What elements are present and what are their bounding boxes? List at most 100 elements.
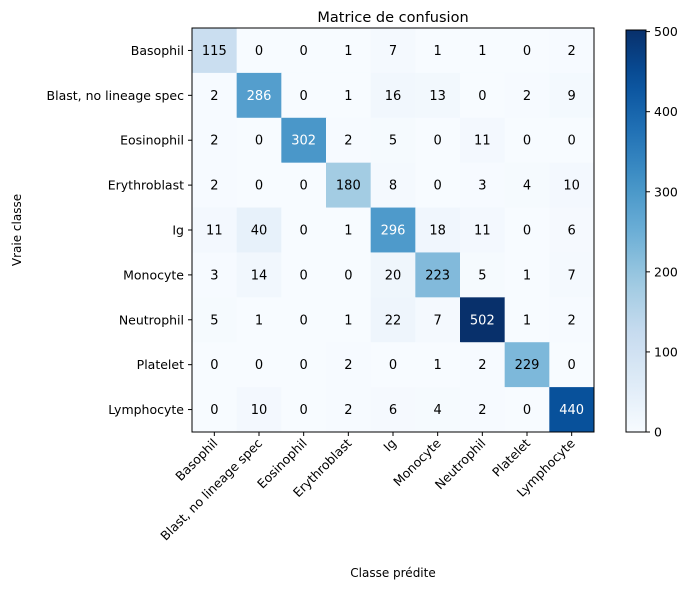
colorbar-tick-label: 100 — [654, 344, 678, 359]
heatmap-cell — [236, 207, 282, 253]
colorbar-tick-label: 300 — [654, 184, 678, 199]
cell-value-label: 0 — [523, 134, 531, 149]
cell-value-label: 6 — [389, 403, 397, 418]
cell-value-label: 5 — [389, 134, 397, 149]
x-tick-label: Platelet — [489, 435, 533, 479]
cell-value-label: 1 — [344, 44, 352, 59]
cell-value-label: 2 — [568, 313, 576, 328]
heatmap-cell — [415, 297, 461, 343]
heatmap-cell — [370, 28, 416, 74]
cell-value-label: 13 — [429, 89, 446, 104]
heatmap-cell — [504, 72, 550, 119]
cell-value-label: 6 — [568, 224, 576, 239]
heatmap-cell — [326, 252, 372, 298]
cell-value-label: 0 — [523, 403, 531, 418]
heatmap-cell — [549, 207, 595, 253]
y-tick-label: Monocyte — [123, 267, 184, 282]
cell-value-label: 286 — [247, 89, 272, 104]
heatmap-cell — [192, 117, 238, 164]
cell-value-label: 0 — [300, 403, 308, 418]
y-tick-label: Blast, no lineage spec — [47, 88, 185, 103]
colorbar — [625, 29, 647, 433]
cell-value-label: 2 — [344, 403, 352, 418]
cell-value-label: 9 — [568, 89, 576, 104]
heatmap-cell — [236, 297, 282, 343]
cell-value-label: 1 — [344, 89, 352, 104]
heatmap-cell — [281, 162, 327, 209]
cell-value-label: 1 — [255, 313, 263, 328]
heatmap-cell — [326, 72, 372, 119]
cell-value-label: 2 — [478, 358, 486, 373]
heatmap-cell — [326, 387, 372, 433]
cell-value-label: 0 — [434, 134, 442, 149]
heatmap-cell — [504, 162, 550, 209]
heatmap-cell — [549, 162, 595, 209]
heatmap-cell — [236, 342, 282, 388]
cell-value-label: 0 — [300, 44, 308, 59]
heatmap-cell — [504, 297, 550, 343]
heatmap-cell — [326, 207, 372, 253]
heatmap-cell — [549, 252, 595, 298]
heatmap-cell — [549, 117, 595, 164]
heatmap-cell — [460, 72, 506, 119]
heatmap-cell — [504, 342, 550, 388]
cell-value-labels: 115 0 0 1 7 1 1 0 22 286 0 1 16 13 0 2 92 0 302 2 5 0 11 0 02 0 0 1… — [202, 44, 584, 418]
colorbar-ticks: 0 100 200 300 400 500 — [646, 24, 678, 440]
cell-value-label: 0 — [434, 179, 442, 194]
cell-value-label: 0 — [210, 403, 218, 418]
y-tick-label: Ig — [172, 223, 184, 238]
cell-value-label: 1 — [523, 313, 531, 328]
cell-value-label: 0 — [300, 313, 308, 328]
heatmap-cell — [192, 207, 238, 253]
cell-value-label: 1 — [344, 313, 352, 328]
heatmap-cell — [192, 28, 238, 74]
heatmap-cell — [460, 207, 506, 253]
cell-value-label: 0 — [568, 358, 576, 373]
heatmap-cell — [192, 342, 238, 388]
heatmap-cell — [504, 28, 550, 74]
cell-value-label: 180 — [336, 179, 361, 194]
heatmap-cell — [281, 207, 327, 253]
cell-value-label: 1 — [344, 224, 352, 239]
cell-value-label: 2 — [210, 179, 218, 194]
heatmap-cell — [326, 297, 372, 343]
heatmap-cell — [549, 297, 595, 343]
cell-value-label: 14 — [251, 268, 268, 283]
heatmap-cell — [504, 252, 550, 298]
cell-value-label: 0 — [300, 268, 308, 283]
cell-value-label: 40 — [251, 224, 268, 239]
heatmap-cell — [236, 72, 282, 119]
y-tick-label: Lymphocyte — [108, 402, 184, 417]
cell-value-label: 296 — [381, 224, 406, 239]
heatmap-cell — [236, 28, 282, 74]
cell-value-label: 3 — [210, 268, 218, 283]
heatmap-cell — [236, 117, 282, 164]
heatmap-cell — [236, 162, 282, 209]
heatmap-cell — [370, 252, 416, 298]
cell-value-label: 4 — [434, 403, 442, 418]
heatmap-cell — [460, 28, 506, 74]
heatmap-cell — [281, 252, 327, 298]
cell-value-label: 2 — [210, 89, 218, 104]
colorbar-tick-label: 200 — [654, 264, 678, 279]
heatmap-cell — [281, 117, 327, 164]
heatmap-cell — [415, 342, 461, 388]
heatmap-cell — [192, 297, 238, 343]
heatmap-cell — [192, 162, 238, 209]
cell-value-label: 16 — [385, 89, 402, 104]
heatmap-cell — [236, 252, 282, 298]
cell-value-label: 5 — [210, 313, 218, 328]
heatmap-cell — [504, 207, 550, 253]
heatmap-cell — [504, 387, 550, 433]
cell-value-label: 10 — [563, 179, 580, 194]
cell-value-label: 11 — [474, 224, 491, 239]
cell-value-label: 223 — [425, 268, 450, 283]
cell-value-label: 20 — [385, 268, 402, 283]
cell-value-label: 5 — [478, 268, 486, 283]
y-tick-label: Basophil — [131, 43, 184, 58]
cell-value-label: 3 — [478, 179, 486, 194]
cell-value-label: 11 — [474, 134, 491, 149]
cell-value-label: 0 — [523, 44, 531, 59]
x-tick-label: Ig — [380, 436, 399, 455]
